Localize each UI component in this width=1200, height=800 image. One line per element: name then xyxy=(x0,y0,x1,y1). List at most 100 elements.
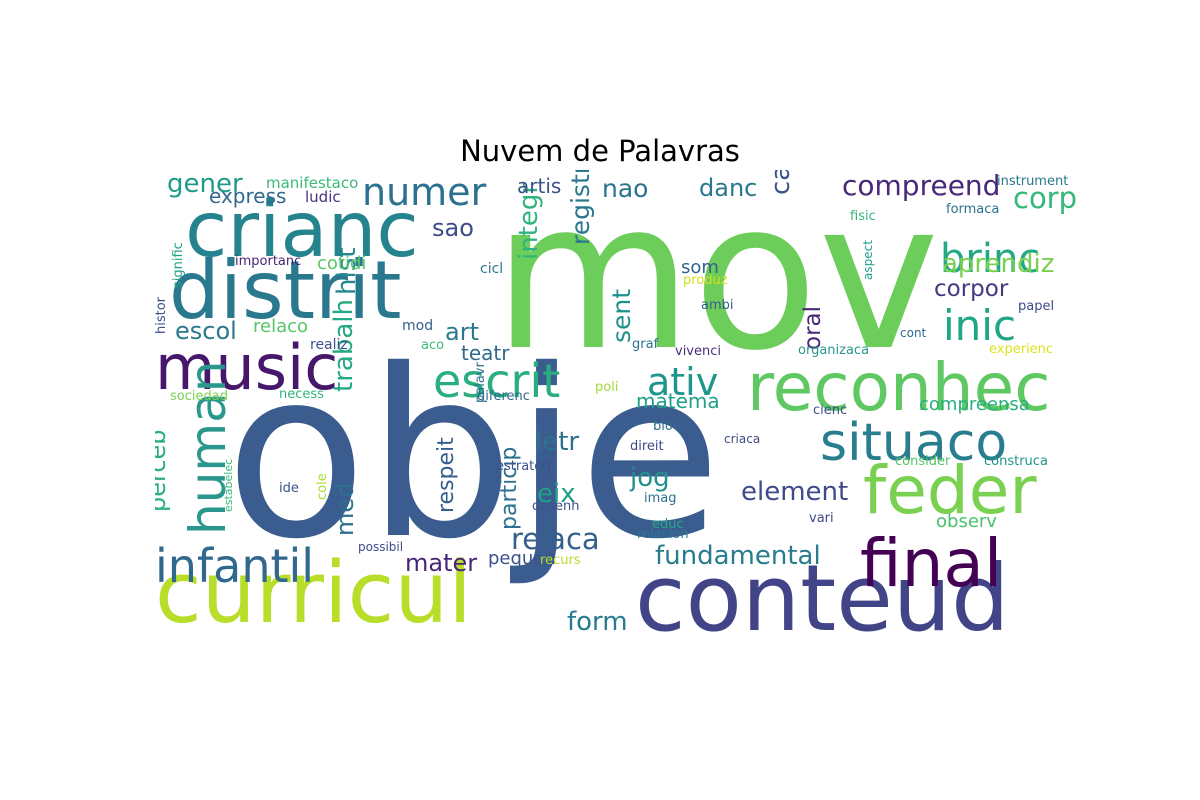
cloud-word-cicl: cicl xyxy=(480,261,503,277)
cloud-word-criaca: criaca xyxy=(724,432,760,446)
cloud-word-numer: numer xyxy=(362,170,487,214)
cloud-word-relaca: relaca xyxy=(511,522,600,556)
cloud-word-perceb: perceb xyxy=(155,429,171,512)
cloud-word-hist: hist xyxy=(332,248,362,295)
cloud-word-cienc: cienc xyxy=(813,403,847,418)
cloud-word-compreend: compreend xyxy=(842,170,1000,202)
cloud-word-corp: corp xyxy=(1013,181,1077,215)
cloud-word-consider: consider xyxy=(895,454,951,469)
cloud-word-music: music xyxy=(155,331,338,404)
cloud-word-ide: ide xyxy=(279,481,299,496)
cloud-word-direit: direit xyxy=(630,439,664,454)
cloud-word-trabalh: trabalh xyxy=(329,299,359,392)
cloud-word-construca: construca xyxy=(984,454,1048,469)
cloud-word-necess: necess xyxy=(279,387,324,402)
cloud-word-respeit: respeit xyxy=(434,437,459,513)
cloud-word-obje: obje xyxy=(225,320,721,590)
cloud-word-particip: particip xyxy=(497,447,522,530)
cloud-word-relacion: relacion xyxy=(637,527,689,542)
cloud-word-cole: cole xyxy=(315,473,330,500)
cloud-word-gener: gener xyxy=(167,170,243,199)
cloud-word-instrument: instrument xyxy=(997,174,1068,189)
cloud-word-desenh: desenh xyxy=(532,499,580,514)
cloud-word-som: som xyxy=(681,257,719,278)
cloud-word-crianc: crianc xyxy=(185,186,419,275)
cloud-word-oral: oral xyxy=(800,306,826,350)
cloud-word-ambi: ambi xyxy=(701,298,734,313)
cloud-word-mater: mater xyxy=(405,549,477,577)
cloud-word-med: med xyxy=(331,483,359,536)
cloud-word-sociedad: sociedad xyxy=(170,389,228,404)
cloud-word-art: art xyxy=(445,318,479,346)
cloud-word-diferenc: diferenc xyxy=(477,389,530,404)
cloud-word-sao: sao xyxy=(432,214,474,242)
cloud-word-curricul: curricul xyxy=(155,544,472,632)
cloud-word-possibil: possibil xyxy=(358,540,403,554)
cloud-word-human: human xyxy=(179,361,237,535)
cloud-word-distrit: distrit xyxy=(169,244,402,337)
cloud-word-corpor: corpor xyxy=(934,276,1009,302)
cloud-word-organizaca: organizaca xyxy=(798,343,869,358)
cloud-word-estabelec: estabelec xyxy=(222,459,235,512)
cloud-word-eix: eix xyxy=(537,479,576,509)
cloud-word-bloc: bloc xyxy=(653,419,680,434)
cloud-word-jog: jog xyxy=(629,463,670,493)
cloud-word-final: final xyxy=(860,525,1002,602)
cloud-word-histor: histor xyxy=(155,296,169,334)
cloud-word-aprendiz: aprendiz xyxy=(942,249,1054,279)
chart-title: Nuvem de Palavras xyxy=(460,134,740,168)
cloud-word-realiz: realiz xyxy=(310,337,348,353)
cloud-word-artis: artis xyxy=(517,174,561,198)
cloud-word-mov: mov xyxy=(493,170,939,396)
cloud-word-produz: produz xyxy=(683,273,728,288)
cloud-word-cotidi: cotidi xyxy=(317,253,366,274)
cloud-word-fisic: fisic xyxy=(850,209,876,224)
cloud-word-reconhec: reconhec xyxy=(747,349,1051,426)
cloud-word-escrit: escrit xyxy=(433,354,560,408)
cloud-word-papel: papel xyxy=(1018,299,1054,314)
cloud-word-palavr: palavr xyxy=(473,362,488,403)
cloud-word-form: form xyxy=(567,607,628,632)
cloud-word-pequen: pequen xyxy=(488,548,556,569)
cloud-word-infantil: infantil xyxy=(155,539,314,593)
cloud-word-importanc: importanc xyxy=(235,254,301,269)
cloud-word-vari: vari xyxy=(809,511,834,526)
cloud-word-aspect: aspect xyxy=(861,240,875,280)
cloud-word-vivenci: vivenci xyxy=(675,344,721,359)
cloud-word-educ: educ xyxy=(652,517,684,532)
cloud-word-ativ: ativ xyxy=(647,360,718,404)
cloud-word-fundamental: fundamental xyxy=(655,541,821,571)
cloud-word-brinc: brinc xyxy=(940,236,1040,282)
cloud-word-matema: matema xyxy=(636,389,720,413)
cloud-word-caracteris: caracteris xyxy=(766,170,796,195)
cloud-word-mod: mod xyxy=(402,318,433,334)
cloud-word-ludic: ludic xyxy=(305,188,341,206)
cloud-word-teatr: teatr xyxy=(461,341,510,365)
cloud-word-escol: escol xyxy=(175,317,237,345)
cloud-word-imag: imag xyxy=(644,491,677,506)
cloud-word-feder: feder xyxy=(863,452,1037,529)
cloud-word-letr: letr xyxy=(535,427,579,457)
cloud-word-integr: integr xyxy=(514,183,544,260)
cloud-word-element: element xyxy=(741,477,848,507)
cloud-word-relaco: relaco xyxy=(253,316,308,337)
cloud-word-estrateg: estrateg xyxy=(496,459,551,474)
cloud-word-express: express xyxy=(209,184,286,208)
cloud-word-poli: poli xyxy=(595,380,618,395)
cloud-word-aco: aco xyxy=(421,338,444,353)
cloud-word-signific: signific xyxy=(171,242,186,288)
cloud-word-compreensa: compreensa xyxy=(919,394,1030,415)
cloud-word-graf: graf xyxy=(632,337,659,352)
cloud-word-inic: inic xyxy=(943,301,1016,350)
cloud-word-cont: cont xyxy=(900,326,927,340)
cloud-word-formaca: formaca xyxy=(946,202,999,217)
cloud-word-situaco: situaco xyxy=(820,413,1007,473)
cloud-word-experienc: experienc xyxy=(989,342,1053,357)
cloud-word-manifestaco: manifestaco xyxy=(266,174,358,192)
cloud-word-observ: observ xyxy=(936,511,997,532)
cloud-word-recurs: recurs xyxy=(540,553,581,568)
cloud-word-conteud: conteud xyxy=(635,545,1010,632)
cloud-word-registr: registr xyxy=(566,170,595,245)
cloud-word-danc: danc xyxy=(699,174,757,202)
